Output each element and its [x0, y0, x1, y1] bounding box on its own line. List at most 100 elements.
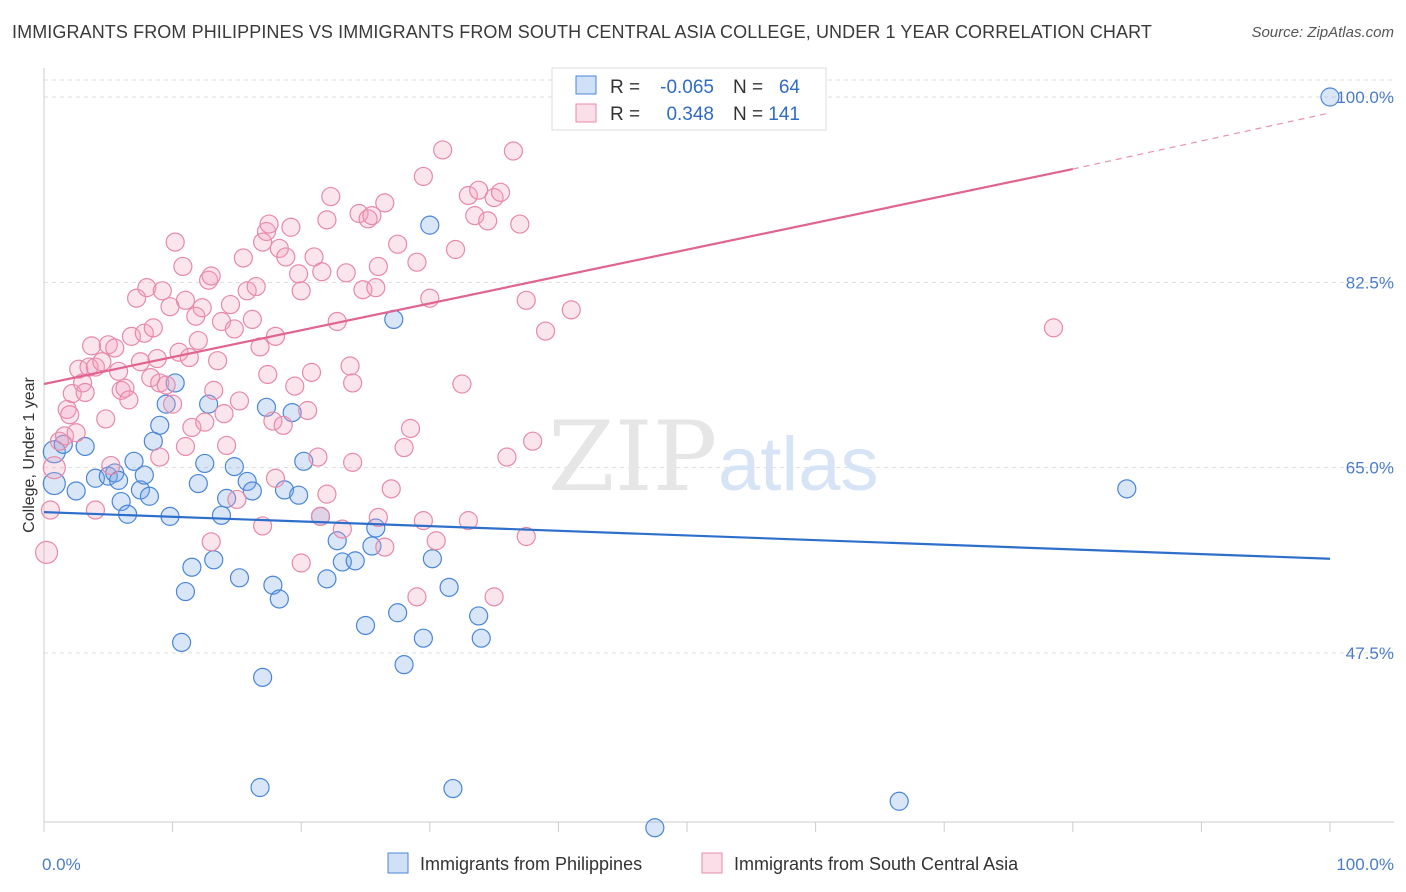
- point-sca-97: [413, 166, 433, 187]
- point-sca-109: [497, 447, 517, 467]
- point-sca-115: [561, 300, 581, 320]
- point-sca-15: [92, 352, 112, 372]
- point-sca-22: [115, 378, 135, 398]
- point-philippines-3: [66, 481, 86, 501]
- point-philippines-52: [422, 549, 442, 569]
- top-legend: R = -0.065 N = 64 R = 0.348 N = 141: [551, 67, 827, 131]
- point-philippines-26: [217, 488, 237, 508]
- point-sca-37: [165, 232, 185, 252]
- point-sca-100: [433, 140, 453, 160]
- point-sca-36: [163, 394, 183, 414]
- legend-n-value-1: 64: [779, 77, 801, 98]
- point-sca-116: [258, 364, 278, 385]
- point-sca-103: [458, 185, 478, 206]
- y-axis-label: College, Under 1 year: [21, 377, 38, 533]
- point-sca-4: [54, 426, 75, 446]
- point-sca-121: [1043, 318, 1064, 338]
- point-sca-75: [301, 362, 322, 382]
- point-sca-23: [119, 390, 139, 410]
- point-sca-48: [201, 266, 221, 286]
- axes: [43, 68, 1394, 832]
- point-philippines-51: [420, 215, 440, 235]
- point-sca-127: [227, 489, 247, 510]
- point-sca-57: [233, 248, 253, 268]
- source-label: Source: ZipAtlas.com: [1251, 24, 1394, 41]
- point-sca-33: [152, 281, 172, 301]
- legend-r-value-1: -0.065: [660, 77, 714, 98]
- point-philippines-27: [224, 457, 244, 477]
- point-philippines-60: [1117, 479, 1137, 499]
- point-sca-55: [224, 319, 244, 339]
- point-sca-99: [426, 531, 446, 551]
- point-sca-130: [375, 537, 395, 557]
- point-philippines-61: [1320, 87, 1340, 107]
- legend-r-value-2: 0.348: [666, 104, 714, 125]
- point-philippines-63: [150, 415, 170, 435]
- point-philippines-13: [134, 465, 154, 485]
- y-tick-label-0: 47.5%: [1346, 644, 1394, 663]
- point-sca-20: [108, 361, 129, 381]
- point-sca-71: [285, 376, 305, 396]
- point-philippines-21: [182, 557, 202, 577]
- point-philippines-14: [139, 486, 160, 506]
- point-philippines-19: [172, 632, 192, 653]
- point-sca-84: [340, 356, 360, 376]
- point-sca-29: [141, 368, 161, 388]
- point-sca-12: [79, 357, 99, 377]
- legend-swatch-pink: [575, 103, 597, 123]
- point-sca-104: [465, 206, 485, 226]
- point-sca-11: [75, 382, 95, 403]
- point-philippines-1: [42, 471, 66, 496]
- point-sca-72: [289, 264, 309, 284]
- bottom-legend-label-philippines: Immigrants from Philippines: [420, 854, 642, 874]
- point-philippines-16: [156, 394, 176, 414]
- point-sca-70: [281, 217, 301, 237]
- point-sca-128: [291, 553, 311, 573]
- point-sca-60: [246, 276, 266, 297]
- point-philippines-24: [204, 550, 224, 570]
- point-sca-34: [156, 375, 176, 395]
- point-sca-136: [253, 516, 273, 536]
- point-philippines-38: [294, 451, 314, 471]
- point-sca-30: [143, 318, 163, 338]
- legend-n-label-1: N =: [733, 77, 763, 98]
- point-philippines-57: [443, 778, 463, 799]
- point-sca-105: [469, 180, 489, 200]
- point-sca-102: [452, 374, 472, 394]
- point-sca-8: [66, 423, 86, 443]
- point-philippines-50: [413, 628, 433, 648]
- trend-lines: [43, 112, 1331, 560]
- point-sca-6: [60, 405, 80, 425]
- point-philippines-41: [327, 531, 347, 551]
- point-sca-16: [96, 409, 116, 429]
- point-sca-85: [343, 373, 363, 393]
- point-sca-0: [34, 540, 59, 564]
- point-sca-63: [256, 221, 277, 242]
- x-tick-label-min: 0.0%: [42, 855, 81, 874]
- legend-r-label-1: R =: [610, 77, 640, 98]
- point-philippines-20: [175, 581, 196, 602]
- point-philippines-8: [108, 470, 129, 490]
- point-philippines-62: [188, 473, 208, 494]
- point-sca-90: [366, 278, 386, 298]
- point-sca-83: [336, 263, 356, 283]
- point-sca-112: [516, 290, 536, 310]
- point-sca-92: [375, 193, 395, 213]
- point-sca-49: [204, 380, 224, 400]
- y-tick-label-3: 100.0%: [1336, 88, 1394, 107]
- point-sca-79: [317, 210, 337, 230]
- point-sca-123: [265, 468, 286, 488]
- point-philippines-56: [250, 777, 270, 798]
- point-sca-124: [317, 484, 337, 504]
- point-philippines-53: [439, 577, 459, 597]
- point-sca-122: [343, 452, 363, 472]
- point-sca-78: [312, 262, 332, 282]
- point-sca-45: [192, 298, 212, 318]
- point-sca-95: [400, 418, 421, 439]
- bottom-legend-swatch-pink: [701, 852, 723, 874]
- point-sca-59: [242, 309, 262, 329]
- legend-swatch-blue: [575, 75, 597, 95]
- point-philippines-30: [242, 481, 262, 501]
- top-legend-box: [551, 67, 827, 131]
- point-philippines-22: [195, 453, 215, 474]
